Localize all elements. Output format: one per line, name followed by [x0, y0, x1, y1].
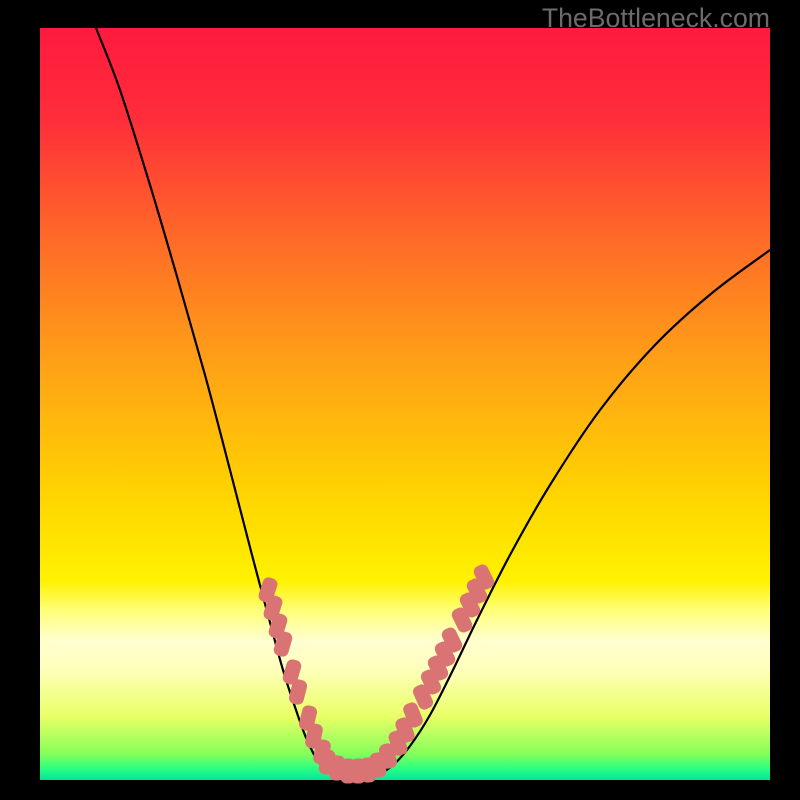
- chart-svg: [0, 0, 800, 800]
- gradient-plot-area: [40, 28, 770, 780]
- chart-stage: TheBottleneck.com: [0, 0, 800, 800]
- watermark-text: TheBottleneck.com: [542, 3, 770, 34]
